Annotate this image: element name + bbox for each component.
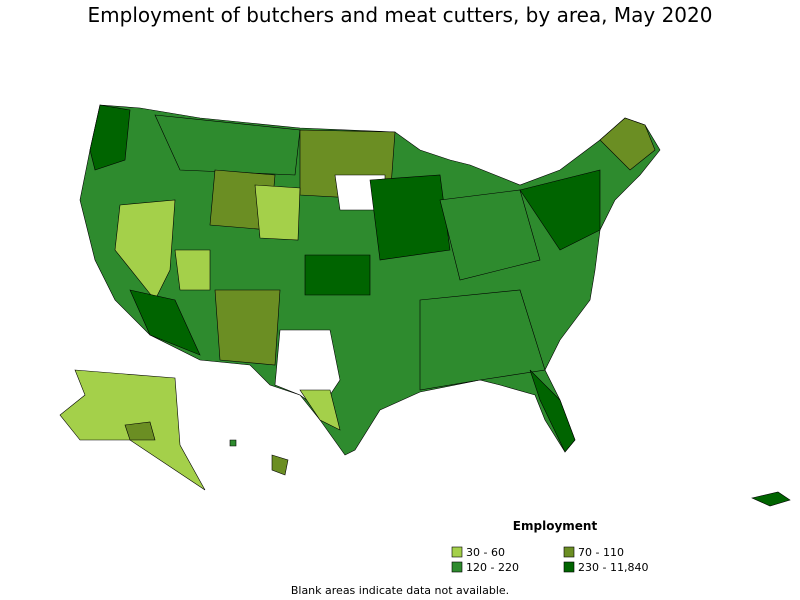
note: Blank areas indicate data not available.	[291, 584, 509, 597]
legend-label: 120 - 220	[466, 561, 519, 574]
legend-label: 30 - 60	[466, 546, 505, 559]
region	[439, 189, 541, 281]
region	[419, 289, 546, 391]
puerto-rico	[751, 491, 791, 507]
legend-label: 230 - 11,840	[578, 561, 648, 574]
legend-swatch	[563, 561, 575, 573]
region	[254, 184, 301, 241]
alaska-region	[124, 421, 156, 441]
legend-label: 70 - 110	[578, 546, 624, 559]
region	[214, 289, 281, 366]
region	[599, 117, 656, 171]
region	[174, 249, 211, 291]
legend: 30 - 60 70 - 110 120 - 220 230 - 11,840	[451, 546, 648, 574]
hawaii	[229, 439, 237, 447]
legend-title: Employment	[513, 519, 598, 533]
region	[519, 169, 601, 251]
region	[304, 254, 371, 296]
region	[154, 114, 301, 176]
region	[129, 289, 201, 356]
region	[369, 174, 451, 261]
hawaii	[271, 454, 289, 476]
legend-swatch	[451, 546, 463, 558]
region	[529, 369, 576, 453]
title: Employment of butchers and meat cutters,…	[88, 3, 713, 27]
map	[79, 104, 661, 456]
region	[114, 199, 176, 301]
region	[89, 104, 131, 171]
legend-swatch	[451, 561, 463, 573]
legend-swatch	[563, 546, 575, 558]
region	[299, 389, 341, 431]
